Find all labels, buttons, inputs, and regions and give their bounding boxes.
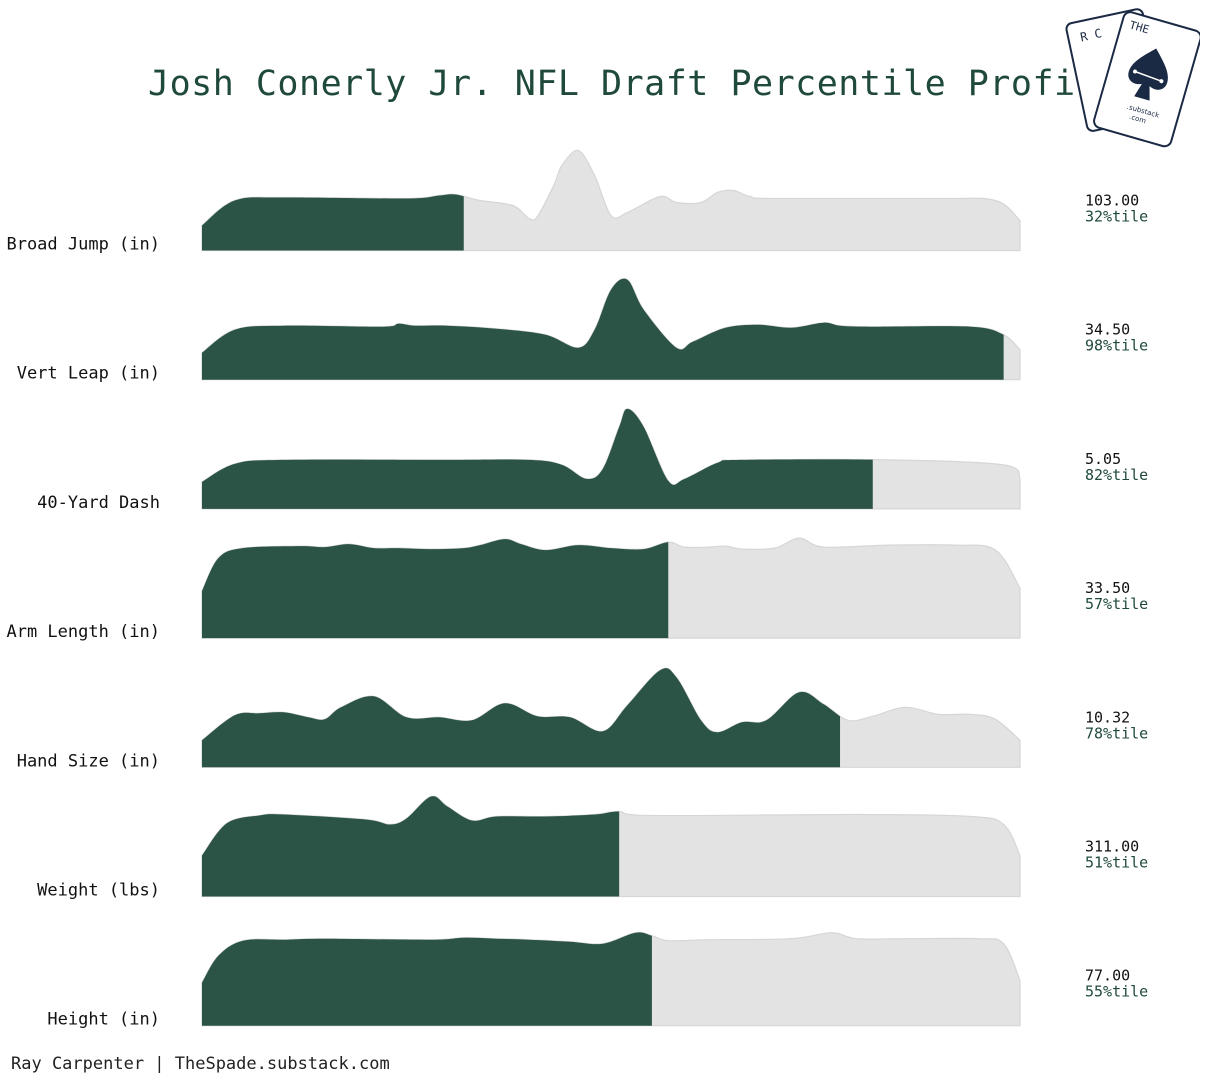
logo-letters-left: R C bbox=[1079, 26, 1103, 44]
logo-letters-right: THE bbox=[1128, 18, 1151, 36]
footer-credit: Ray Carpenter | TheSpade.substack.com bbox=[11, 1054, 390, 1074]
percentile-fill bbox=[202, 539, 669, 639]
percentile-label: 57%tile bbox=[1085, 595, 1148, 613]
percentile-label: 82%tile bbox=[1085, 466, 1148, 484]
row-label: Height (in) bbox=[47, 1010, 160, 1030]
row-label: Hand Size (in) bbox=[17, 751, 160, 771]
percentile-label: 32%tile bbox=[1085, 208, 1148, 226]
value-label: 311.00 bbox=[1085, 838, 1139, 856]
spade-icon bbox=[1128, 48, 1168, 101]
percentile-fill bbox=[202, 668, 841, 768]
percentile-label: 55%tile bbox=[1085, 983, 1148, 1001]
row-label: 40-Yard Dash bbox=[37, 493, 160, 513]
percentile-label: 78%tile bbox=[1085, 724, 1148, 742]
value-label: 77.00 bbox=[1085, 967, 1130, 985]
percentile-fill bbox=[202, 932, 652, 1026]
chart-title: Josh Conerly Jr. NFL Draft Percentile Pr… bbox=[148, 64, 1119, 104]
row-label: Weight (lbs) bbox=[37, 881, 160, 901]
value-label: 33.50 bbox=[1085, 579, 1130, 597]
value-label: 103.00 bbox=[1085, 192, 1139, 210]
value-label: 10.32 bbox=[1085, 708, 1130, 726]
row-label: Arm Length (in) bbox=[6, 622, 160, 642]
value-label: 34.50 bbox=[1085, 321, 1130, 339]
percentile-label: 98%tile bbox=[1085, 337, 1148, 355]
the-spade-logo: R C .substack .com THE bbox=[1065, 8, 1200, 148]
percentile-label: 51%tile bbox=[1085, 854, 1148, 872]
value-label: 5.05 bbox=[1085, 450, 1121, 468]
row-label: Broad Jump (in) bbox=[6, 235, 160, 255]
percentile-fill bbox=[202, 408, 873, 509]
row-label: Vert Leap (in) bbox=[17, 364, 160, 384]
percentile-fill bbox=[202, 278, 1004, 380]
percentile-fill bbox=[202, 796, 620, 897]
percentile-fill bbox=[202, 194, 464, 251]
